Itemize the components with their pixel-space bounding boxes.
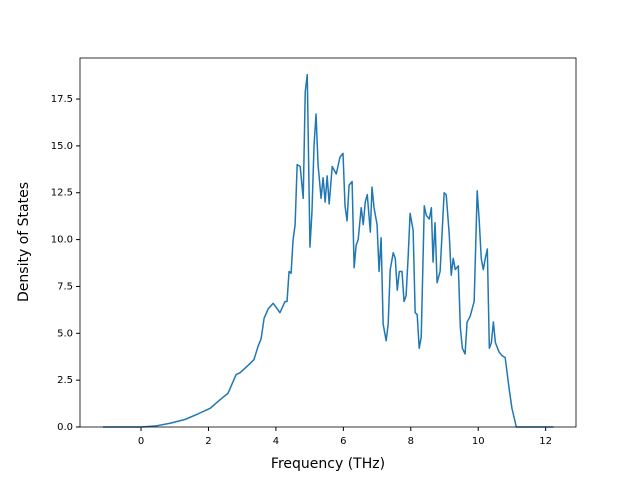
x-tick-label: 2: [205, 436, 211, 447]
x-tick-label: 12: [539, 436, 552, 447]
x-tick-label: 8: [408, 436, 414, 447]
y-tick-label: 0.0: [57, 422, 73, 433]
line-series: [102, 73, 554, 428]
plot-frame: [79, 57, 577, 428]
y-axis-label: Density of States: [16, 182, 32, 302]
x-tick-label: 4: [273, 436, 279, 447]
y-tick-label: 17.5: [51, 94, 73, 105]
x-tick-label: 0: [138, 436, 144, 447]
y-tick-label: 5.0: [57, 328, 73, 339]
x-axis-label: Frequency (THz): [271, 456, 385, 472]
y-tick-label: 15.0: [51, 141, 73, 152]
y-tick-label: 12.5: [51, 188, 73, 199]
y-tick-label: 2.5: [57, 375, 73, 386]
x-tick-label: 6: [340, 436, 346, 447]
y-tick-label: 7.5: [57, 281, 73, 292]
x-tick-label: 10: [472, 436, 485, 447]
y-tick-label: 10.0: [51, 235, 73, 246]
